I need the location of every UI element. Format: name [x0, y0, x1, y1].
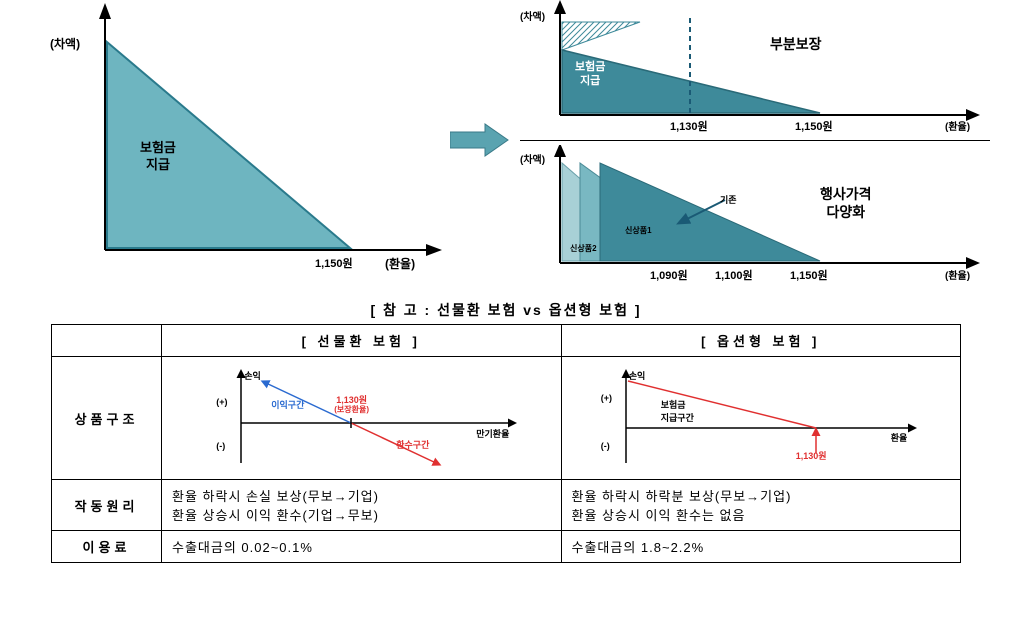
row-structure-label: 상품구조 — [52, 357, 162, 480]
rb-tick-1: 1,100원 — [715, 267, 753, 283]
table-header-row: [ 선물환 보험 ] [ 옵션형 보험 ] — [52, 325, 961, 357]
ml-plus: (+) — [216, 397, 227, 407]
row-mechanism-label: 작동원리 — [52, 480, 162, 531]
rt-tick-1: 1,150원 — [795, 118, 833, 134]
ml-pivot-sub: (보장환율) — [334, 404, 369, 415]
right-bottom-chart: (차액) (환율) 1,090원 1,100원 1,150원 행사가격 다양화 … — [520, 145, 990, 290]
mech-left-2: 환율 상승시 이익 환수(기업→무보) — [172, 505, 551, 524]
rb-title: 행사가격 다양화 — [820, 185, 872, 221]
right-top-chart: (차액) (환율) 1,130원 1,150원 부분보장 보험금 지급 — [520, 0, 990, 140]
transition-arrow-icon — [450, 120, 510, 165]
header-empty — [52, 325, 162, 357]
header-col2: [ 옵션형 보험 ] — [561, 325, 961, 357]
rb-tick-0: 1,090원 — [650, 267, 688, 283]
mech-right-2: 환율 상승시 이익 환수는 없음 — [572, 505, 951, 524]
left-chart-svg — [50, 0, 450, 270]
ml-profit-label: 이익구간 — [271, 398, 304, 411]
mech-right-1: 환율 하락시 하락분 보상(무보→기업) — [572, 486, 951, 505]
rt-area-label: 보험금 지급 — [575, 60, 605, 89]
right-bottom-svg — [520, 145, 990, 290]
rb-band-0: 신상품2 — [570, 243, 597, 254]
rt-tick-0: 1,130원 — [670, 118, 708, 134]
row-structure: 상품구조 손익 (+) — [52, 357, 961, 480]
comparison-title: [ 참 고 : 선물환 보험 vs 옵션형 보험 ] — [0, 296, 1012, 324]
ml-y-label: 손익 — [244, 369, 261, 382]
mr-plus: (+) — [601, 393, 612, 403]
cell-structure-left: 손익 (+) (-) 만기환율 1,130원 (보장환율) 이익구간 환수구간 — [162, 357, 562, 480]
mr-pivot: 1,130원 — [796, 449, 827, 462]
comparison-table: [ 선물환 보험 ] [ 옵션형 보험 ] 상품구조 — [51, 324, 961, 563]
cell-mech-left: 환율 하락시 손실 보상(무보→기업) 환율 상승시 이익 환수(기업→무보) — [162, 480, 562, 531]
ml-minus: (-) — [216, 441, 225, 451]
left-area-label: 보험금 지급 — [140, 140, 176, 174]
row-fee-label: 이용료 — [52, 531, 162, 563]
mech-left-1: 환율 하락시 손실 보상(무보→기업) — [172, 486, 551, 505]
mr-minus: (-) — [601, 441, 610, 451]
rb-band-2: 기존 — [720, 193, 737, 206]
rt-title: 부분보장 — [770, 35, 822, 53]
row-fee: 이용료 수출대금의 0.02~0.1% 수출대금의 1.8~2.2% — [52, 531, 961, 563]
right-separator — [520, 140, 990, 141]
left-x-label: (환율) — [385, 255, 415, 272]
mini-chart-left: 손익 (+) (-) 만기환율 1,130원 (보장환율) 이익구간 환수구간 — [186, 363, 536, 473]
mini-chart-right: 손익 (+) (-) 환율 1,130원 보험금 지급구간 — [586, 363, 936, 473]
cell-fee-left: 수출대금의 0.02~0.1% — [162, 531, 562, 563]
rt-x-label: (환율) — [945, 118, 970, 133]
ml-x-label: 만기환율 — [476, 427, 509, 440]
left-x-tick: 1,150원 — [315, 255, 353, 271]
mr-x-label: 환율 — [891, 431, 908, 444]
cell-fee-right: 수출대금의 1.8~2.2% — [561, 531, 961, 563]
top-diagrams: (차액) (환율) 1,150원 보험금 지급 — [0, 0, 1012, 290]
mr-y-label: 손익 — [629, 369, 646, 382]
cell-mech-right: 환율 하락시 하락분 보상(무보→기업) 환율 상승시 이익 환수는 없음 — [561, 480, 961, 531]
rt-y-label: (차액) — [520, 8, 545, 23]
header-col1: [ 선물환 보험 ] — [162, 325, 562, 357]
cell-structure-right: 손익 (+) (-) 환율 1,130원 보험금 지급구간 — [561, 357, 961, 480]
left-y-label: (차액) — [50, 35, 80, 52]
mr-pay-label: 보험금 지급구간 — [661, 398, 694, 424]
left-chart: (차액) (환율) 1,150원 보험금 지급 — [50, 0, 450, 270]
rb-y-label: (차액) — [520, 151, 545, 166]
row-mechanism: 작동원리 환율 하락시 손실 보상(무보→기업) 환율 상승시 이익 환수(기업… — [52, 480, 961, 531]
rb-band-1: 신상품1 — [625, 225, 652, 236]
ml-loss-label: 환수구간 — [396, 438, 429, 451]
rb-x-label: (환율) — [945, 267, 970, 282]
rb-tick-2: 1,150원 — [790, 267, 828, 283]
